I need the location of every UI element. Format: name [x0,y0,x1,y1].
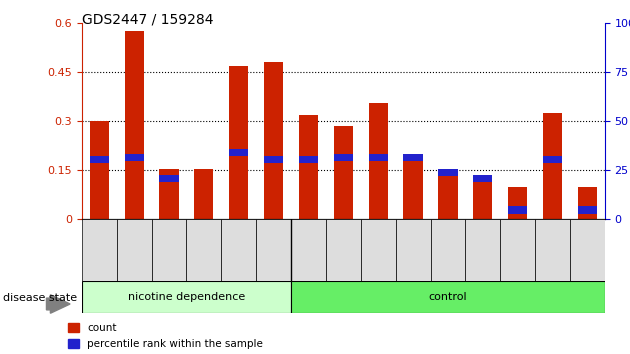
Bar [403,154,423,161]
Bar [535,219,570,281]
Bar [473,175,493,182]
Bar [466,219,500,281]
Bar [159,169,179,219]
Bar [159,175,179,182]
Bar [369,103,388,219]
Bar [229,65,248,219]
Text: control: control [428,292,467,302]
Bar [438,169,457,219]
Bar [396,219,430,281]
Bar [89,121,109,219]
Bar [369,154,388,161]
Bar [473,175,493,219]
Bar [570,219,605,281]
Bar [361,219,396,281]
Text: GDS2447 / 159284: GDS2447 / 159284 [82,12,214,27]
Bar [299,156,318,163]
Bar [89,156,109,163]
Bar [82,281,291,313]
Bar [543,113,562,219]
Bar [291,281,605,313]
Bar [326,219,361,281]
Bar [264,156,284,163]
Bar [152,219,186,281]
Bar [125,31,144,219]
Bar [186,219,221,281]
Bar [117,219,152,281]
Bar [438,169,457,176]
Bar [256,219,291,281]
Bar [299,115,318,219]
Bar [403,154,423,219]
FancyArrow shape [47,295,70,313]
Bar [82,219,117,281]
Text: nicotine dependence: nicotine dependence [128,292,245,302]
Bar [334,126,353,219]
Bar [578,187,597,219]
Bar [125,154,144,161]
Bar [229,149,248,156]
Bar [334,154,353,161]
Bar [500,219,535,281]
Bar [508,187,527,219]
Bar [430,219,466,281]
Bar [578,206,597,213]
Bar [543,156,562,163]
Bar [221,219,256,281]
Bar [291,219,326,281]
Legend: count, percentile rank within the sample: count, percentile rank within the sample [68,323,263,349]
Text: disease state: disease state [3,293,77,303]
Bar [264,62,284,219]
Bar [508,206,527,213]
Bar [194,169,214,219]
